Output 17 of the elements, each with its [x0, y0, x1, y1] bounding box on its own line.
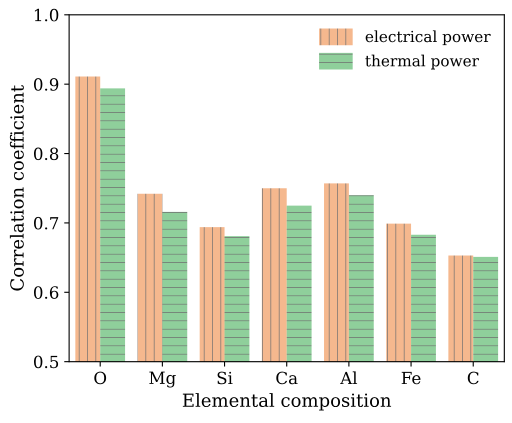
legend-label: thermal power	[365, 54, 479, 70]
y-tick-label: 0.8	[34, 148, 58, 160]
x-tick-label: C	[468, 372, 479, 384]
y-tick-label: 0.5	[34, 356, 58, 368]
y-tick-label: 0.9	[34, 78, 58, 91]
x-tick-label: Al	[340, 371, 358, 384]
x-axis-title: Elemental composition	[182, 393, 392, 411]
y-tick-label: 1.0	[34, 8, 58, 22]
y-tick-label: 0.6	[34, 286, 58, 299]
y-tick-label: 0.7	[34, 216, 58, 230]
legend-label: electrical power	[366, 30, 491, 46]
y-axis-title: Correlation coefficient	[10, 85, 24, 291]
x-tick-label: O	[94, 372, 106, 384]
x-tick-label: Fe	[402, 372, 420, 384]
x-tick-label: Mg	[149, 372, 176, 388]
x-tick-label: Ca	[276, 372, 298, 384]
x-tick-label: Si	[218, 372, 233, 384]
